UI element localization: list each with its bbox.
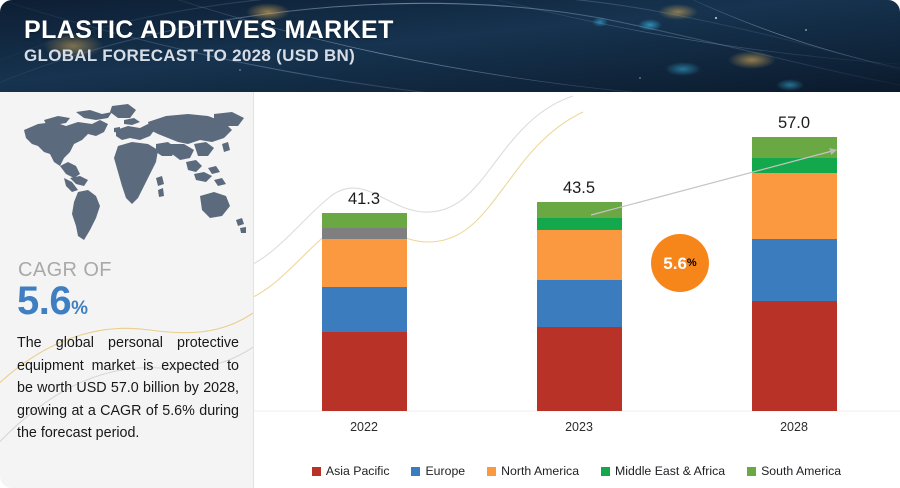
- cagr-percent-symbol: %: [71, 298, 88, 319]
- legend-label: North America: [501, 464, 580, 478]
- legend-item-south-america[interactable]: South America: [747, 464, 841, 478]
- bar-segment-asia-pacific: [536, 327, 622, 411]
- legend-swatch-icon: [311, 466, 321, 476]
- bar-2028: [751, 137, 837, 411]
- category-label-2023: 2023: [565, 420, 593, 434]
- bar-segment-north-america: [536, 229, 622, 281]
- legend-item-north-america[interactable]: North America: [487, 464, 579, 478]
- bar-segment-south-america: [321, 212, 407, 229]
- cagr-value: 5.6: [17, 279, 72, 323]
- bar-segment-north-america: [321, 239, 407, 288]
- description-text: The global personal protective equipment…: [17, 335, 239, 441]
- body-area: CAGR OF 5.6% The global personal protect…: [0, 92, 900, 488]
- legend-swatch-icon: [601, 466, 611, 476]
- bar-2023: [536, 202, 622, 411]
- world-map-icon: [8, 100, 248, 250]
- bar-segment-north-america: [751, 172, 837, 240]
- legend-item-asia-pacific[interactable]: Asia Pacific: [311, 464, 390, 478]
- bar-segment-europe: [751, 239, 837, 301]
- legend-swatch-icon: [487, 466, 497, 476]
- legend-swatch-icon: [747, 466, 757, 476]
- header-title-group: PLASTIC ADDITIVES MARKET GLOBAL FORECAST…: [24, 16, 394, 67]
- header-banner: PLASTIC ADDITIVES MARKET GLOBAL FORECAST…: [0, 0, 900, 92]
- cagr-callout-bubble: 5.6%: [651, 234, 709, 292]
- header-decoration: [0, 0, 900, 92]
- legend-item-middle-east-africa[interactable]: Middle East & Africa: [601, 464, 725, 478]
- bar-segment-middle-east-africa: [751, 157, 837, 173]
- bar-segment-south-america: [751, 137, 837, 158]
- bar-segment-middle-east-africa: [321, 228, 407, 240]
- chart-area: 41.3 2022 43.5 2023 57.0 2028 5.6% Asia Pacif…: [253, 92, 900, 488]
- callout-percent-symbol: %: [686, 257, 697, 269]
- category-label-2022: 2022: [350, 420, 378, 434]
- cagr-value-group: 5.6%: [17, 280, 88, 330]
- callout-value: 5.6: [663, 253, 687, 273]
- world-map-svg: [24, 104, 246, 240]
- bar-segment-asia-pacific: [751, 300, 837, 411]
- panel-divider: [253, 92, 254, 488]
- growth-arrow: [590, 148, 838, 216]
- page-subtitle: GLOBAL FORECAST TO 2028 (USD BN): [24, 46, 356, 65]
- sidebar-decoration-curves: [0, 312, 253, 443]
- legend-swatch-icon: [411, 466, 421, 476]
- cagr-caption: CAGR OF: [18, 259, 112, 281]
- legend-label: Asia Pacific: [325, 464, 390, 478]
- chart-legend: Asia Pacific Europe North America Middle Ea…: [253, 464, 900, 478]
- category-label-2028: 2028: [780, 420, 808, 434]
- legend-item-europe[interactable]: Europe: [411, 464, 465, 478]
- bar-segment-europe: [536, 280, 622, 328]
- bar-total-label-2023: 43.5: [562, 179, 596, 198]
- chart-background-curves: [253, 95, 900, 412]
- legend-label: Middle East & Africa: [615, 464, 726, 478]
- bar-segment-south-america: [536, 202, 622, 219]
- sidebar-panel: CAGR OF 5.6% The global personal protect…: [0, 92, 253, 488]
- page-title: PLASTIC ADDITIVES MARKET: [24, 16, 394, 44]
- bar-total-label-2028: 57.0: [777, 114, 811, 133]
- legend-label: South America: [761, 464, 842, 478]
- bar-segment-middle-east-africa: [536, 218, 622, 230]
- bar-segment-europe: [321, 287, 407, 332]
- legend-label: Europe: [425, 464, 466, 478]
- bar-2022: [321, 212, 407, 411]
- bar-segment-asia-pacific: [321, 331, 407, 411]
- bar-total-label-2022: 41.3: [347, 189, 381, 208]
